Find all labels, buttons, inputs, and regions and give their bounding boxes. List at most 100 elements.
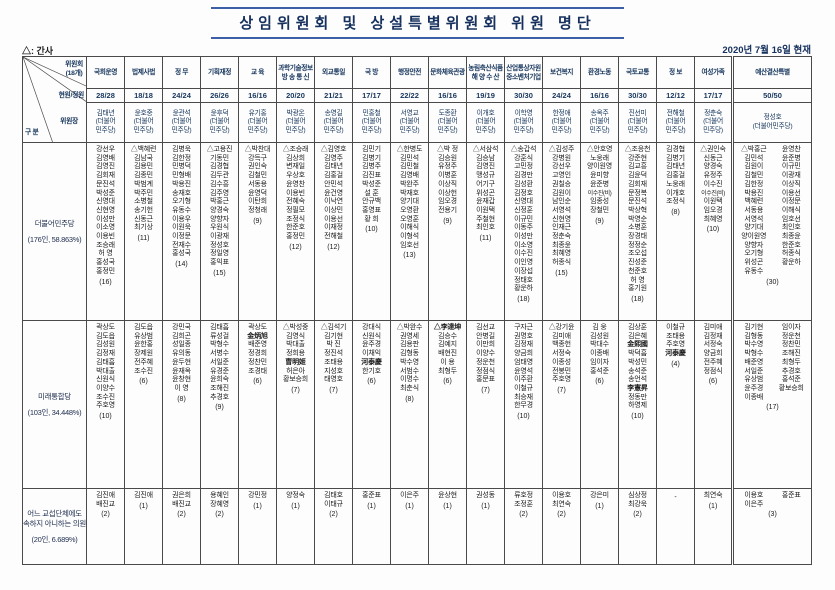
member-name: 이은주 <box>400 492 419 499</box>
member-name: 조수진 <box>134 367 153 375</box>
members-cell: 김진애 (1) <box>124 488 163 565</box>
member-name: 박범계 <box>134 180 153 188</box>
member-name: 장경태 <box>628 233 647 241</box>
member-name: 이상헌 <box>438 189 457 197</box>
member-name: 윤미향 <box>590 172 609 180</box>
member-name: 주호영 <box>666 341 685 349</box>
member-count: (6) <box>595 378 604 386</box>
chair-cell: 김태년 (더불어 민주당) <box>86 102 125 143</box>
member-name: 안규백 <box>362 198 381 206</box>
member-name: 윤재갑 <box>476 198 495 206</box>
member-name: 노웅래 <box>590 154 609 162</box>
member-name: △한병도 <box>396 146 423 153</box>
member-name: 박영순 <box>628 215 647 223</box>
member-name: 정점식 <box>703 367 723 375</box>
member-name: 용혜인 <box>210 492 229 499</box>
member-count: (6) <box>253 378 262 386</box>
member-name: 김민철 <box>400 163 419 171</box>
member-name: △박성중 <box>282 324 309 331</box>
member-count: (10) <box>99 413 112 421</box>
members-cell: 권은희 배진교 (2) <box>162 488 201 565</box>
committee-header: 정 보 <box>656 56 695 89</box>
member-list: 구자근 권명호 김정재 양금희 엄태영 윤영석 이주환 이철규 최승재 한무경 <box>506 324 541 411</box>
member-name: 홍문표 <box>476 376 495 384</box>
member-name: 권인숙 <box>248 163 267 171</box>
member-name: 김영진 <box>96 163 115 171</box>
member-name: 권명호 <box>514 332 533 340</box>
member-name: 신원식 <box>362 332 381 340</box>
member-count: (6) <box>443 378 452 386</box>
member-name: 문진석 <box>96 180 115 188</box>
member-list: 강민정 <box>240 492 275 501</box>
member-name: 구자근 <box>514 324 533 331</box>
member-count: (7) <box>481 386 490 394</box>
member-name: 이 용 <box>440 358 455 366</box>
member-name: 이수진 <box>703 180 723 188</box>
member-count: (1) <box>139 502 148 510</box>
members-cell: 강은미 (1) <box>580 488 619 565</box>
chair-cell: 도종환 (더불어 민주당) <box>428 102 467 143</box>
member-count: (8) <box>405 395 414 403</box>
member-name: △박완수 <box>396 324 423 331</box>
chair-cell: 송영길 (더불어 민주당) <box>314 102 353 143</box>
member-name: 김두관 <box>210 172 229 180</box>
member-count: (12) <box>289 243 302 251</box>
quota-cell: 20/20 <box>276 88 315 103</box>
member-name: 태영호 <box>324 376 343 384</box>
chair-cell: 민홍철 (더불어 민주당) <box>352 102 391 143</box>
member-name: 한기호 <box>362 367 381 375</box>
member-name: 김회재 <box>96 172 115 180</box>
member-name: △조응천 <box>624 146 651 153</box>
member-name: 강민국 <box>172 324 191 331</box>
member-name: △송갑석 <box>510 146 537 153</box>
member-count: (7) <box>329 386 338 394</box>
member-list: 김경협 김병기 김태년 김홍걸 노웅래 이개호 조정식 <box>658 146 693 207</box>
member-list: 권은희 배진교 <box>164 492 199 509</box>
member-name: 김한정 <box>744 180 764 188</box>
chair-cell: 정성호 (더불어민주당) <box>731 102 812 143</box>
member-name: 김주영 <box>210 189 229 197</box>
member-name: 허은아 <box>286 367 305 375</box>
committee-header: 행정안전 <box>390 56 429 89</box>
member-count: (8) <box>177 395 186 403</box>
member-count: (4) <box>671 360 680 368</box>
member-name: 유동수 <box>744 267 764 275</box>
member-name: 최종윤 <box>781 233 801 241</box>
member-name: 정찬민 <box>248 358 267 366</box>
member-name: 이원택 <box>476 206 495 214</box>
member-name: 김 웅 <box>592 324 607 331</box>
chair-cell: 유기홍 (더불어 민주당) <box>238 102 277 143</box>
member-name: 정희용 <box>286 350 305 358</box>
member-name: 윤준병 <box>590 180 609 188</box>
party-share: (20인, 6.689%) <box>31 534 78 544</box>
party-label: 미래통합당 (103인, 34.448%) <box>22 320 87 489</box>
member-name: 김희곤 <box>172 332 191 340</box>
member-name: 황 희 <box>364 215 379 223</box>
member-name: 허 영 <box>98 250 113 258</box>
member-name: △강기윤 <box>548 324 575 331</box>
member-count: (1) <box>595 502 604 510</box>
members-cell: 김민기 김병기 김병주 김진표 박성준 설 훈 안규백 홍영표 황 희 (10) <box>352 142 391 321</box>
member-name: 우원식 <box>210 224 229 232</box>
members-cell: 김미애 김정재 서정숙 양금희 전주혜 정점식 (6) <box>694 320 733 489</box>
member-name: 전혜숙 <box>286 198 305 206</box>
member-list: 김기현 김형동 박수영 박형수 배준영 서일준 유상범 윤주경 이종배 임이자 정운천 정찬민 조해진 최… <box>736 324 811 402</box>
committee-header: 외교통일 <box>314 56 353 89</box>
member-name: 최연숙 <box>703 492 723 499</box>
member-name: 曺明姬 <box>285 358 306 366</box>
member-name: 신정훈 <box>514 206 533 214</box>
member-list: 김도읍 유상범 윤한홍 장제원 전주혜 조수진 <box>126 324 161 376</box>
member-name: 소병철 <box>134 198 153 206</box>
member-name: 이종성 <box>552 358 571 366</box>
member-name: 이용선 <box>781 189 801 197</box>
member-name: 최혜영 <box>552 250 571 258</box>
member-name: 이병훈 <box>438 172 457 180</box>
member-name: 허종식 <box>552 259 571 267</box>
member-name: 오기형 <box>172 198 191 206</box>
member-count: (6) <box>367 378 376 386</box>
member-name: 박용진 <box>172 180 191 188</box>
member-name: 윤건영 <box>324 189 343 197</box>
member-name: 김진애 <box>134 492 153 499</box>
member-name: 김정재 <box>514 341 533 349</box>
